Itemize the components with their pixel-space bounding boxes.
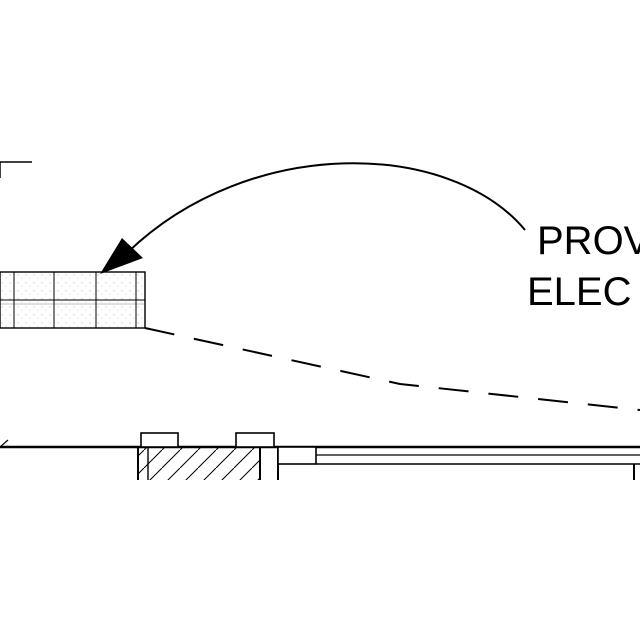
equipment-block — [0, 271, 146, 329]
slab-edge-block — [277, 446, 317, 465]
slab-section — [0, 432, 640, 480]
leader-arrow — [100, 162, 526, 274]
hatched-foundation — [138, 447, 260, 480]
arrowhead-icon — [100, 238, 143, 274]
annotation-line-1: PROV — [537, 219, 640, 263]
annotation-line-2: ELEC — [527, 270, 632, 314]
dashed-hidden-line — [144, 327, 640, 411]
post-cap-right — [235, 432, 275, 448]
post-cap-left — [140, 432, 179, 448]
corner-linework — [0, 161, 32, 178]
